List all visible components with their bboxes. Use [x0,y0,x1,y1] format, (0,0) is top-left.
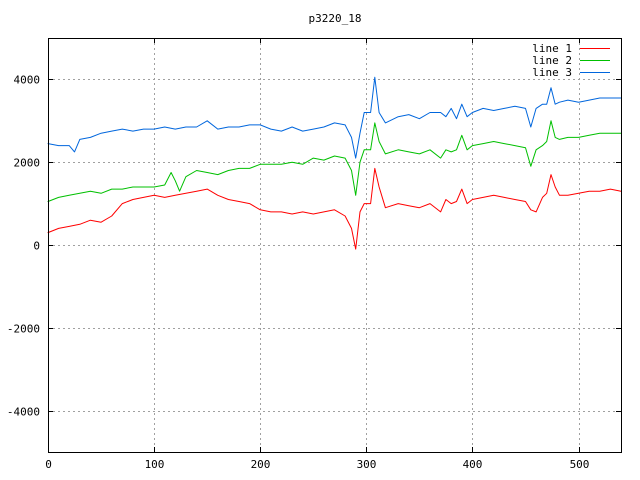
y-tick-label: 0 [33,240,40,253]
axis-ticks: 0 100 200 300 400 500 -4000 -2000 0 2000 4000 [7,38,621,471]
y-tick-label: -4000 [7,406,40,419]
x-tick-label: 300 [357,458,377,471]
x-tick-label: 400 [463,458,483,471]
series-line-3 [47,76,622,159]
legend-label: line 1 [532,42,572,55]
y-tick-label: 2000 [14,157,41,170]
legend-label: line 2 [532,54,572,67]
y-tick-label: -2000 [7,323,40,336]
series-line-1 [47,167,622,250]
chart-title: p3220_18 [309,12,362,25]
series-layer [47,76,622,250]
y-tick-label: 4000 [14,74,41,87]
x-tick-label: 100 [145,458,165,471]
grid [48,38,621,452]
x-tick-label: 500 [570,458,590,471]
series-line-2 [47,120,622,202]
x-tick-label: 200 [251,458,271,471]
x-tick-label: 0 [45,458,52,471]
legend-label: line 3 [532,66,572,79]
